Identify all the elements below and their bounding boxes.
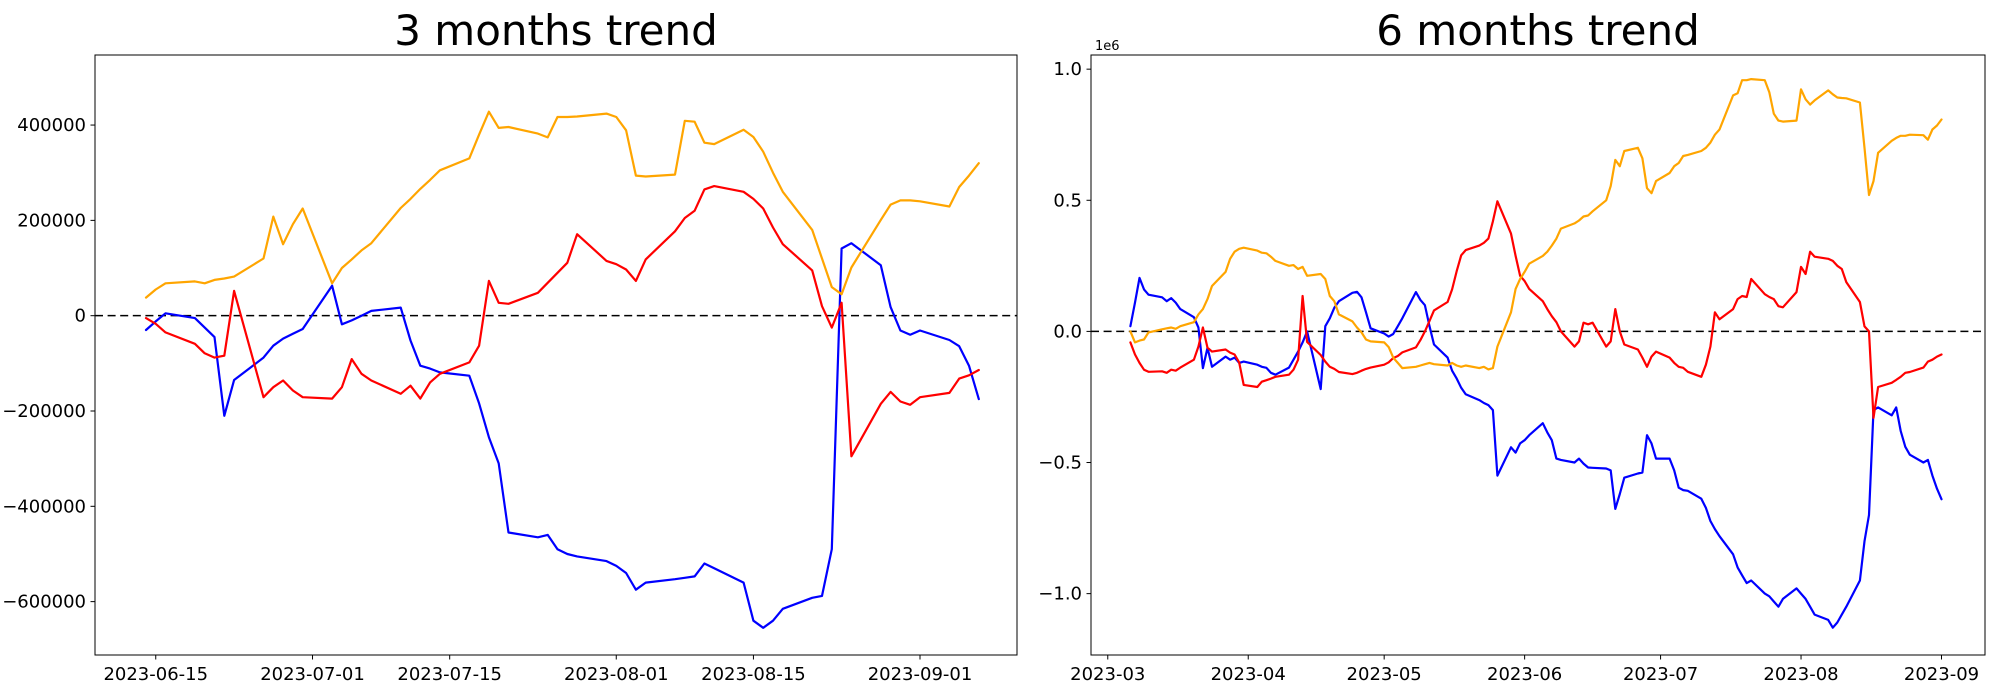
x-tick-label: 2023-09 (1904, 664, 1979, 685)
x-tick-label: 2023-06 (1487, 664, 1562, 685)
y-tick-label: −400000 (2, 496, 86, 517)
x-tick-label: 2023-08-15 (701, 664, 806, 685)
chart-3-months-trend: 2023-06-15 2023-07-01 2023-07-15 2023-08-01… (2, 54, 1018, 685)
x-tick-label: 2023-07 (1623, 664, 1698, 685)
y-tick-label: 200000 (17, 210, 86, 231)
x-tick-label: 2023-03 (1070, 664, 1145, 685)
x-tick-label: 2023-06-15 (103, 664, 208, 685)
blue-series-line (1129, 276, 1943, 629)
blue-series-line (144, 242, 980, 629)
y-tick-label: 400000 (17, 115, 86, 136)
y-tick-label: −200000 (2, 401, 86, 422)
red-series-line (144, 185, 980, 458)
y-tick-label: −0.5 (1038, 453, 1082, 474)
right-chart-title: 6 months trend (1376, 6, 1700, 55)
x-tick-label: 2023-08 (1763, 664, 1838, 685)
y-tick-label: 1.0 (1053, 59, 1082, 80)
y-tick-label: 0.5 (1053, 190, 1082, 211)
x-tick-label: 2023-07-15 (397, 664, 502, 685)
plot-frame (1090, 54, 1986, 656)
y-tick-label: 0.0 (1053, 321, 1082, 342)
orange-series-line (1129, 77, 1943, 371)
chart-6-months-trend: 2023-03 2023-04 2023-05 2023-06 2023-07 2023-… (1038, 39, 1986, 685)
x-tick-label: 2023-07-01 (260, 664, 365, 685)
axis-offset-label: 1e6 (1095, 39, 1120, 54)
x-tick-label: 2023-05 (1347, 664, 1422, 685)
x-tick-label: 2023-08-01 (564, 664, 669, 685)
orange-series-line (144, 110, 980, 299)
x-tick-label: 2023-09-01 (868, 664, 973, 685)
left-chart-title: 3 months trend (394, 6, 718, 55)
y-tick-label: −1.0 (1038, 584, 1082, 605)
plot-frame (94, 54, 1018, 656)
y-tick-label: −600000 (2, 592, 86, 613)
y-tick-label: 0 (75, 306, 86, 327)
x-tick-label: 2023-04 (1211, 664, 1286, 685)
red-series-line (1129, 200, 1943, 419)
